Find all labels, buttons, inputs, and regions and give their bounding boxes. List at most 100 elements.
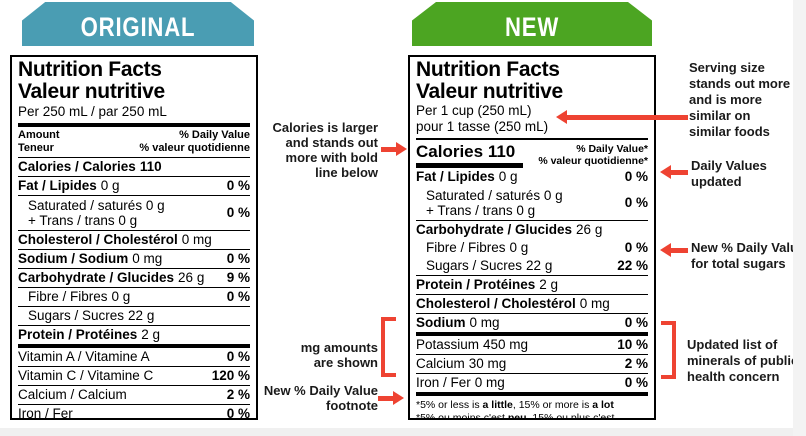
nutrient-name: Calcium xyxy=(416,356,465,371)
original-nutrition-label: Nutrition Facts Valeur nutritive Per 250… xyxy=(10,55,258,420)
daily-values-arrow-icon xyxy=(660,165,688,179)
serving-size-arrow-icon xyxy=(556,110,688,124)
row-carbohydrate: Carbohydrate / Glucides 26 g xyxy=(416,221,648,239)
row-cholesterol: Cholesterol / Cholestérol 0 mg xyxy=(18,231,250,250)
page-bottom-strip xyxy=(0,428,806,436)
calories-value: 110 xyxy=(487,142,516,161)
dv-header-en: % Daily Value xyxy=(179,129,250,141)
nutrient-amount: 0 mg xyxy=(469,315,500,330)
row-protein: Protein / Protéines 2 g xyxy=(18,326,250,348)
daily-value: 120 % xyxy=(211,368,250,383)
daily-value: 0 % xyxy=(226,349,250,364)
mg-amounts-annotation: mg amounts are shown xyxy=(300,340,378,370)
mg-amounts-bracket-icon xyxy=(381,317,396,377)
nutrient-line2: + Trans / trans 0 g xyxy=(28,213,138,228)
daily-value: 9 % xyxy=(226,270,250,285)
amount-header-fr: Teneur xyxy=(18,142,54,154)
nutrient-name: Protein / Protéines xyxy=(416,277,536,292)
nutrient-amount: 2 g xyxy=(141,327,161,342)
new-title-fr: Valeur nutritive xyxy=(416,80,563,103)
daily-value: 0 % xyxy=(226,251,250,266)
original-banner-label: ORIGINAL xyxy=(80,11,196,42)
nutrient-line1: Saturated / saturés 0 g xyxy=(28,198,165,213)
nutrient-amount: 2 g xyxy=(539,277,559,292)
nutrient-amount: 30 mg xyxy=(468,356,507,371)
nutrient-name: Fat / Lipides xyxy=(416,169,495,184)
row-fibre: Fibre / Fibres 0 g 0 % xyxy=(416,239,648,257)
row-calcium: Calcium 30 mg 2 % xyxy=(416,355,648,374)
new-dv-header-en: % Daily Value* xyxy=(576,143,648,155)
serving-size-annotation: Serving size stands out more and is more… xyxy=(689,60,791,139)
row-iron: Iron / Fer 0 % xyxy=(18,405,250,420)
minerals-annotation: Updated list of minerals of public healt… xyxy=(687,337,799,384)
new-serving-size-fr: pour 1 tasse (250 mL) xyxy=(416,119,549,134)
row-potassium: Potassium 450 mg 10 % xyxy=(416,336,648,355)
daily-value: 2 % xyxy=(624,356,648,371)
nutrient-name: Calcium / Calcium xyxy=(18,387,127,402)
original-column-header: Amount Teneur % Daily Value% valeur quoti… xyxy=(18,127,250,158)
total-sugars-annotation: New % Daily Value for total sugars xyxy=(691,240,806,271)
nutrient-amount: 26 g xyxy=(576,222,603,237)
nutrient-amount: 450 mg xyxy=(483,337,529,352)
daily-value: 10 % xyxy=(617,337,648,352)
calories-annotation: Calories is larger and stands out more w… xyxy=(272,120,379,180)
nutrient-amount: 0 mg xyxy=(181,232,212,247)
row-vitamin-c: Vitamin C / Vitamine C 120 % xyxy=(18,367,250,386)
page-right-strip xyxy=(793,0,806,436)
new-banner: NEW xyxy=(412,2,652,46)
nutrient-name: Iron / Fer xyxy=(18,406,73,420)
row-fibre: Fibre / Fibres 0 g 0 % xyxy=(18,288,250,307)
original-title-fr: Valeur nutritive xyxy=(18,80,165,103)
row-calories: Calories / Calories 110 xyxy=(18,158,250,177)
dv-footnote-arrow-icon xyxy=(378,391,404,405)
row-saturated-trans: Saturated / saturés 0 g + Trans / trans 0… xyxy=(18,196,250,231)
nutrient-amount: 0 g xyxy=(498,169,518,184)
daily-values-annotation: Daily Values updated xyxy=(691,158,767,189)
calories-label: Calories xyxy=(416,142,484,161)
daily-value: 0 % xyxy=(226,205,250,220)
row-iron: Iron / Fer 0 mg 0 % xyxy=(416,374,648,396)
nutrient-name: Fibre / Fibres xyxy=(28,289,108,304)
nutrient-name: Sodium / Sodium xyxy=(18,251,129,266)
nutrient-amount: 0 g xyxy=(111,289,131,304)
nutrient-amount: 0 g xyxy=(509,240,529,255)
nutrient-name: Protein / Protéines xyxy=(18,327,138,342)
daily-value: 0 % xyxy=(226,289,250,304)
row-carbohydrate: Carbohydrate / Glucides 26 g 9 % xyxy=(18,269,250,288)
nutrient-name: Vitamin A / Vitamine A xyxy=(18,349,150,364)
nutrient-name: Sugars / Sucres xyxy=(426,258,523,273)
amount-header-en: Amount xyxy=(18,129,60,141)
dv-header-fr: % valeur quotidienne xyxy=(139,142,250,154)
minerals-bracket-icon xyxy=(661,321,676,379)
new-calories-row: Calories 110 % Daily Value*% valeur quot… xyxy=(416,140,648,168)
nutrient-amount: 110 xyxy=(139,159,162,174)
nutrient-name: Cholesterol / Cholestérol xyxy=(18,232,178,247)
row-sodium: Sodium 0 mg 0 % xyxy=(416,314,648,336)
nutrient-amount: 0 g xyxy=(100,178,120,193)
nutrient-name: Cholesterol / Cholestérol xyxy=(416,296,576,311)
divider-thick xyxy=(18,123,250,127)
nutrient-amount: 22 g xyxy=(526,258,553,273)
new-serving-size-en: Per 1 cup (250 mL) xyxy=(416,103,532,118)
row-sodium: Sodium / Sodium 0 mg 0 % xyxy=(18,250,250,269)
total-sugars-arrow-icon xyxy=(660,243,688,257)
nutrient-name: Potassium xyxy=(416,337,480,352)
daily-value: 2 % xyxy=(226,387,250,402)
original-title-en: Nutrition Facts xyxy=(18,58,162,81)
nutrient-name: Fibre / Fibres xyxy=(426,240,506,255)
original-serving-size: Per 250 mL / par 250 mL xyxy=(18,104,167,119)
row-calcium: Calcium / Calcium 2 % xyxy=(18,386,250,405)
nutrient-name: Iron / Fer xyxy=(416,375,471,390)
divider-medium xyxy=(416,138,648,140)
nutrient-name: Fat / Lipides xyxy=(18,178,97,193)
dv-footnote-fr: *5% ou moins c'est peu, 15% ou plus c'es… xyxy=(416,412,615,420)
row-sugars: Sugars / Sucres 22 g 22 % xyxy=(416,257,648,276)
new-title-en: Nutrition Facts xyxy=(416,58,560,81)
daily-value: 0 % xyxy=(624,169,648,184)
nutrient-line1: Saturated / saturés 0 g xyxy=(426,188,563,203)
calories-arrow-icon xyxy=(381,142,407,156)
nutrient-line2: + Trans / trans 0 g xyxy=(426,203,536,218)
dv-footnote-annotation: New % Daily Value footnote xyxy=(263,383,378,413)
daily-value: 0 % xyxy=(624,195,648,210)
